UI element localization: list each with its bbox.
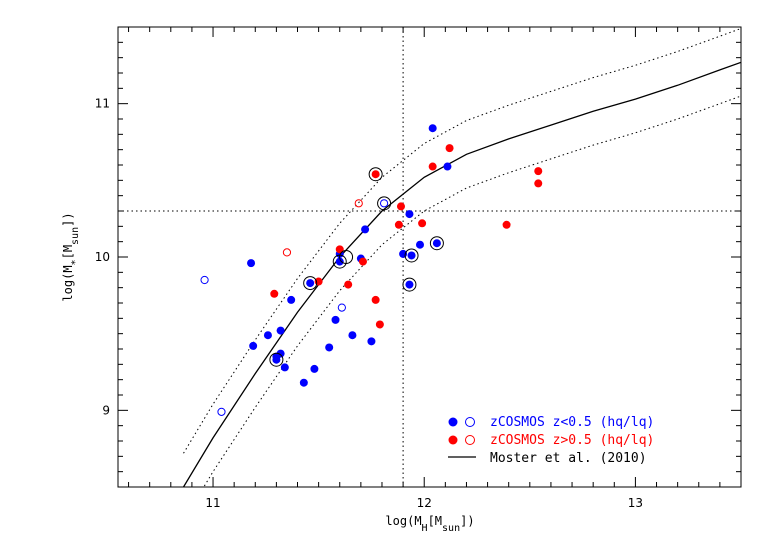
data-point-blue-filled: [247, 259, 256, 268]
data-point-red-filled: [534, 179, 543, 188]
legend-label-model: Moster et al. (2010): [490, 451, 647, 466]
y-axis-label-part: ]: [61, 220, 75, 227]
legend-marker-red-open: [465, 435, 475, 445]
data-point-blue-filled: [276, 326, 285, 335]
data-point-red-filled: [371, 170, 380, 179]
y-axis-label-part: [M: [61, 245, 75, 259]
data-point-blue-filled: [280, 363, 289, 372]
data-point-red-filled: [358, 257, 367, 266]
x-axis-label-part: sun: [442, 523, 460, 534]
data-point-red-filled: [534, 167, 543, 176]
circled-point-ring: [429, 236, 444, 251]
circled-point-ring: [368, 167, 383, 182]
data-point-blue-open: [379, 199, 389, 208]
circled-point-ring: [402, 277, 417, 292]
data-point-blue-filled: [306, 279, 315, 288]
x-axis-label-part: ]: [460, 514, 467, 528]
data-point-blue-filled: [335, 257, 344, 266]
data-point-red-open: [354, 199, 363, 208]
legend-label-red: zCOSMOS z>0.5 (hq/lq): [490, 433, 654, 448]
data-point-blue-filled: [348, 331, 357, 340]
data-point-blue-filled: [432, 239, 441, 248]
data-point-red-filled: [270, 289, 279, 298]
data-point-blue-filled: [399, 249, 408, 258]
data-point-blue-filled: [325, 343, 334, 352]
data-point-blue-open: [217, 407, 226, 416]
data-point-blue-filled: [367, 337, 376, 346]
x-tick-label-13: 13: [628, 496, 643, 510]
data-point-red-filled: [314, 277, 323, 286]
data-point-blue-filled: [249, 341, 258, 350]
data-point-blue-filled: [272, 355, 281, 364]
data-point-blue-filled: [361, 225, 370, 234]
data-point-red-filled: [394, 220, 403, 229]
data-point-blue-filled: [415, 240, 424, 249]
data-point-red-filled: [344, 280, 353, 289]
model-curve: [182, 61, 741, 487]
data-point-blue-filled: [443, 162, 452, 171]
data-point-blue-filled: [287, 295, 296, 304]
x-tick-label-12: 12: [417, 496, 432, 510]
y-axis-label-part: *: [70, 259, 81, 265]
data-point-blue-filled: [407, 251, 416, 260]
data-point-red-filled: [445, 144, 454, 153]
circled-point-ring: [303, 276, 318, 291]
x-axis-label: log(MH[Msun]): [385, 514, 474, 534]
data-points: [200, 124, 543, 416]
circled-point-ring: [377, 196, 392, 211]
data-point-blue-open: [337, 303, 346, 312]
x-tick-label-11: 11: [205, 496, 220, 510]
data-point-blue-filled: [276, 349, 285, 358]
circled-point-ring: [269, 352, 284, 367]
axis-ticks: [118, 26, 742, 487]
data-point-blue-open: [200, 275, 209, 285]
x-axis-label-part: log(M: [385, 514, 421, 528]
legend-marker-blue-filled: [448, 417, 458, 427]
x-axis-label-part: [M: [428, 514, 442, 528]
data-point-red-filled: [418, 219, 427, 228]
legend-marker-red-filled: [448, 435, 458, 445]
legend-marker-blue-open: [465, 417, 475, 427]
data-point-blue-filled: [299, 378, 308, 387]
data-point-blue-filled: [428, 124, 437, 133]
data-point-blue-filled: [331, 315, 340, 324]
y-axis-label-part: ): [61, 212, 75, 219]
legend: zCOSMOS z<0.5 (hq/lq) zCOSMOS z>0.5 (hq/…: [448, 415, 654, 466]
data-point-blue-filled: [263, 331, 272, 340]
circled-point-ring: [339, 250, 354, 264]
y-axis-label: log(M*[Msun]): [61, 212, 81, 301]
y-tick-label-10: 10: [95, 250, 110, 264]
y-tick-label-11: 11: [95, 97, 110, 111]
y-axis-label-part: log(M: [61, 265, 75, 301]
x-axis-label-part: H: [422, 523, 428, 534]
legend-label-blue: zCOSMOS z<0.5 (hq/lq): [490, 415, 654, 430]
data-point-red-filled: [375, 320, 384, 329]
data-point-red-filled: [335, 245, 344, 254]
data-point-blue-filled: [310, 364, 319, 373]
model-curves: [182, 28, 741, 487]
circled-point-ring: [404, 248, 419, 263]
data-point-red-open: [282, 248, 292, 257]
data-point-red-filled: [371, 295, 380, 304]
y-tick-label-9: 9: [102, 403, 110, 417]
y-axis-label-part: sun: [70, 227, 81, 245]
x-axis-label-part: ): [467, 514, 474, 528]
data-point-blue-filled: [405, 280, 414, 289]
data-point-red-filled: [428, 162, 437, 171]
data-point-blue-filled: [405, 210, 414, 219]
data-point-red-filled: [502, 220, 511, 229]
data-point-red-filled: [396, 202, 405, 211]
